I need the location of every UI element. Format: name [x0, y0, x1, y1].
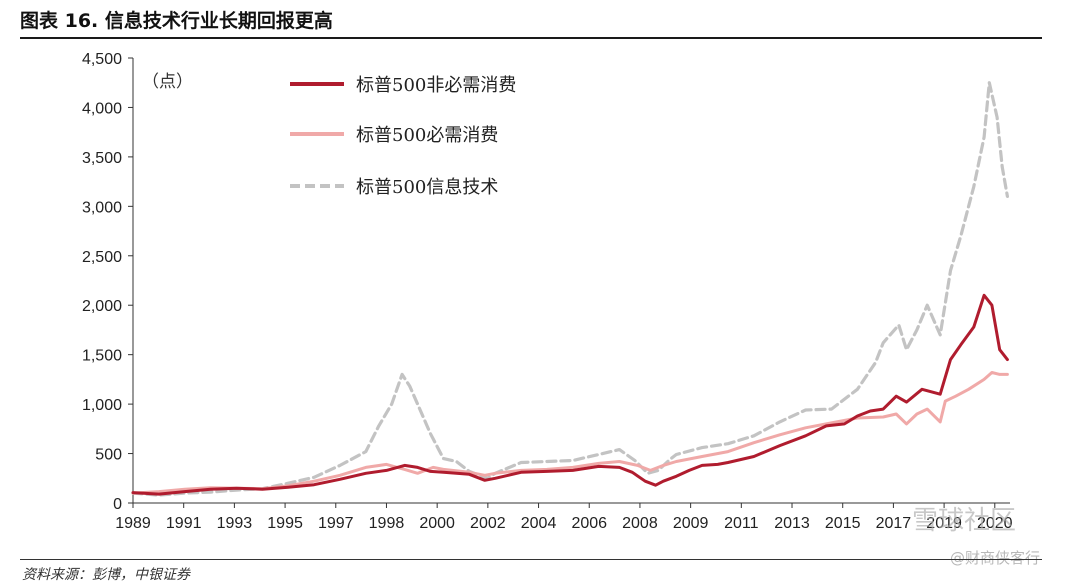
- unit-label: （点）: [142, 72, 193, 92]
- x-tick-label: 2013: [774, 515, 810, 532]
- source-note: 资料来源：彭博，中银证券: [22, 567, 190, 583]
- x-tick-label: 2011: [724, 515, 759, 532]
- y-tick-label: 1,500: [82, 348, 122, 365]
- x-tick-label: 1995: [267, 515, 303, 532]
- y-tick-label: 500: [95, 447, 122, 464]
- series-line: [131, 293, 1009, 496]
- x-tick-label: 2004: [521, 515, 557, 532]
- x-tick-label: 2009: [673, 515, 709, 532]
- title-rule: [20, 37, 1042, 39]
- x-tick-label: 1997: [318, 515, 354, 532]
- series-layer: [131, 81, 1009, 497]
- y-tick-label: 0: [113, 496, 122, 513]
- x-tick-label: 2000: [419, 515, 455, 532]
- x-tick-label: 1989: [115, 515, 151, 532]
- x-tick-label: 2015: [825, 515, 861, 532]
- x-tick-label: 2002: [470, 515, 506, 532]
- legend-label: 标普500非必需消费: [356, 75, 516, 96]
- x-tick-label: 2008: [622, 515, 658, 532]
- watermark: 雪球社区: [912, 506, 1017, 536]
- y-tick-label: 2,500: [82, 249, 122, 266]
- series-line: [131, 81, 1009, 497]
- x-tick-label: 1993: [217, 515, 253, 532]
- watermark-sub: @财商侠客行: [950, 549, 1041, 567]
- y-tick-label: 3,500: [82, 150, 122, 167]
- legend-label: 标普500信息技术: [356, 177, 498, 198]
- x-tick-label: 1991: [166, 515, 202, 532]
- y-tick-label: 4,000: [82, 100, 122, 117]
- source-rule: [20, 559, 1042, 560]
- legend-label: 标普500必需消费: [356, 125, 498, 146]
- y-tick-label: 4,500: [82, 51, 122, 68]
- y-tick-label: 1,000: [82, 397, 122, 414]
- y-tick-label: 2,000: [82, 298, 122, 315]
- x-tick-label: 1998: [369, 515, 405, 532]
- x-tick-label: 2017: [876, 515, 912, 532]
- y-tick-label: 3,000: [82, 199, 122, 216]
- series-line: [131, 371, 1009, 495]
- figure-title: 图表 16. 信息技术行业长期回报更高: [20, 10, 333, 32]
- axes: 0 500 1,000 1,500 2,000 2,500 3,000 3,500 4,000 4…: [82, 51, 1013, 532]
- x-tick-label: 2006: [571, 515, 607, 532]
- x-tick-label: 2019: [926, 515, 962, 532]
- x-tick-label: 2020: [977, 515, 1013, 532]
